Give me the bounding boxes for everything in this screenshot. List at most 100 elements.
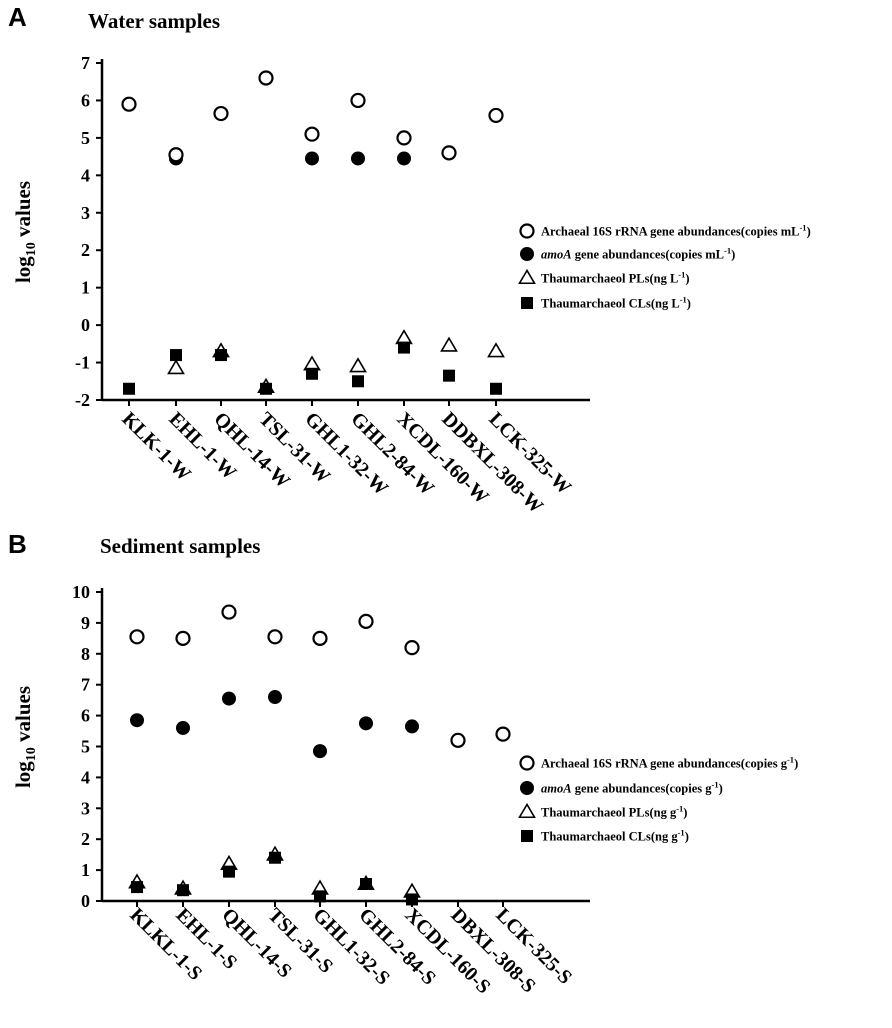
y-tick-label: 5 <box>81 737 90 757</box>
legend-marker-filled-square <box>521 297 533 309</box>
point-open-triangle <box>257 377 275 393</box>
point-filled-square <box>398 341 410 354</box>
point-open-circle <box>495 726 511 742</box>
point-open-circle <box>304 126 320 142</box>
point-open-circle <box>488 107 504 124</box>
point-open-circle <box>358 613 374 629</box>
point-open-triangle <box>487 342 505 358</box>
point-open-triangle <box>128 873 146 889</box>
legend-marker-open-circle <box>519 223 535 239</box>
point-filled-circle <box>176 720 190 735</box>
y-tick-label: 6 <box>81 90 90 110</box>
y-tick-label: 0 <box>81 315 90 335</box>
legend-marker-filled-square <box>521 830 533 842</box>
y-tick-label: 1 <box>81 278 90 298</box>
panel-letter: B <box>8 529 27 559</box>
point-open-triangle <box>266 845 284 861</box>
y-tick-label: 1 <box>81 860 90 880</box>
point-filled-circle <box>305 151 319 166</box>
point-open-triangle <box>303 355 321 371</box>
point-filled-square <box>314 890 326 903</box>
legend-label: Thaumarchaeol PLs(ng g-1) <box>541 804 687 820</box>
legend-label: amoA gene abundances(copies mL-1) <box>541 246 735 262</box>
point-open-circle <box>312 630 328 646</box>
legend-marker-open-triangle <box>518 802 536 819</box>
point-filled-square <box>406 893 418 906</box>
point-open-triangle <box>403 882 421 898</box>
chart-title: Sediment samples <box>100 534 260 558</box>
point-filled-square <box>490 382 502 395</box>
point-open-circle <box>450 732 466 748</box>
point-filled-circle <box>268 690 282 705</box>
y-tick-label: 0 <box>81 891 90 911</box>
point-open-triangle <box>311 879 329 895</box>
point-open-triangle <box>395 329 413 345</box>
point-open-triangle <box>349 357 367 373</box>
point-open-triangle <box>440 336 458 352</box>
y-tick-label: -1 <box>75 353 90 373</box>
y-tick-label: 9 <box>81 613 90 633</box>
point-open-triangle <box>357 874 375 891</box>
y-axis-label: log10 values <box>11 181 39 283</box>
point-open-triangle <box>167 359 185 375</box>
point-filled-square <box>170 349 182 362</box>
y-tick-label: 5 <box>81 128 90 148</box>
y-tick-label: 6 <box>81 706 90 726</box>
legend-label: Thaumarchaeol CLs(ng g-1) <box>541 828 689 844</box>
y-tick-label: -2 <box>75 390 90 410</box>
point-filled-square <box>306 367 318 380</box>
legend-marker-filled-circle <box>520 781 534 795</box>
point-filled-square <box>223 865 235 878</box>
y-tick-label: 7 <box>81 675 90 695</box>
legend-marker-filled-circle <box>520 247 534 261</box>
point-filled-circle <box>359 716 373 731</box>
point-open-triangle <box>220 854 238 870</box>
point-filled-circle <box>397 151 411 166</box>
point-filled-square <box>260 382 272 395</box>
y-tick-label: 4 <box>81 165 90 185</box>
point-filled-square <box>269 851 281 864</box>
point-open-circle <box>396 130 412 146</box>
point-filled-circle <box>130 713 144 728</box>
panel-sediment: B Sediment samples 0 1 2 3 4 5 6 7 8 9 10 log10 value… <box>8 529 798 998</box>
legend-marker-open-circle <box>519 755 535 771</box>
y-tick-label: 8 <box>81 644 90 664</box>
point-open-circle <box>404 640 420 656</box>
y-tick-label: 2 <box>81 829 90 849</box>
y-tick-label: 2 <box>81 240 90 260</box>
legend-label: Thaumarchaeol PLs(ng L-1) <box>541 270 690 286</box>
point-open-circle <box>168 147 184 163</box>
y-axis-label: log10 values <box>11 686 39 788</box>
point-filled-square <box>352 375 364 388</box>
legend-label: Thaumarchaeol CLs(ng L-1) <box>541 295 691 311</box>
y-tick-label: 3 <box>81 203 90 223</box>
point-open-circle <box>350 92 366 109</box>
legend-label: Archaeal 16S rRNA gene abundances(copies… <box>541 755 798 771</box>
point-open-triangle <box>212 342 230 358</box>
point-filled-square <box>215 349 227 362</box>
point-filled-circle <box>405 719 419 734</box>
point-filled-square <box>443 369 455 382</box>
y-tick-label: 4 <box>81 767 90 787</box>
point-open-circle <box>267 629 283 645</box>
legend-marker-open-triangle <box>518 268 536 285</box>
point-open-circle <box>213 105 229 122</box>
y-tick-label: 3 <box>81 798 90 818</box>
y-tick-label: 10 <box>72 582 90 602</box>
point-open-circle <box>221 604 237 620</box>
point-open-triangle <box>174 879 192 895</box>
panel-letter: A <box>8 2 27 32</box>
point-open-circle <box>129 629 145 645</box>
point-open-circle <box>258 70 274 86</box>
point-open-circle <box>441 145 457 161</box>
point-filled-circle <box>313 744 327 759</box>
chart-title: Water samples <box>88 9 220 33</box>
point-open-circle <box>175 630 191 646</box>
point-open-circle <box>121 96 137 112</box>
point-filled-circle <box>222 691 236 706</box>
legend-label: Archaeal 16S rRNA gene abundances(copies… <box>541 223 811 239</box>
point-filled-circle <box>351 151 365 166</box>
